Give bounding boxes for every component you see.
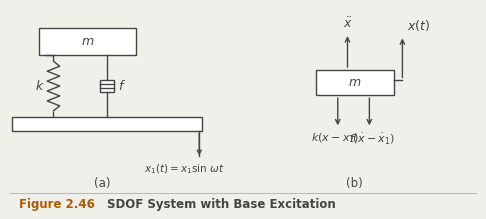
Text: $k$: $k$ <box>35 79 45 93</box>
Text: $k(x-x_1)$: $k(x-x_1)$ <box>311 131 360 145</box>
Text: $m$: $m$ <box>81 35 94 48</box>
Text: $m$: $m$ <box>348 76 362 89</box>
Text: $x_1(t) = x_1\sin\,\omega t$: $x_1(t) = x_1\sin\,\omega t$ <box>144 162 225 176</box>
Text: Figure 2.46: Figure 2.46 <box>19 198 95 211</box>
Text: SDOF System with Base Excitation: SDOF System with Base Excitation <box>107 198 336 211</box>
Bar <box>100 80 114 92</box>
Bar <box>39 28 136 55</box>
Text: $x(t)$: $x(t)$ <box>407 18 431 33</box>
Text: (a): (a) <box>94 177 110 191</box>
Text: $f(\dot{x}-\dot{x}_1)$: $f(\dot{x}-\dot{x}_1)$ <box>349 131 395 146</box>
Bar <box>12 117 202 131</box>
Text: $\ddot{x}$: $\ddot{x}$ <box>343 16 352 30</box>
Text: (b): (b) <box>347 177 363 191</box>
Bar <box>316 70 394 95</box>
Text: $f$: $f$ <box>118 79 125 93</box>
